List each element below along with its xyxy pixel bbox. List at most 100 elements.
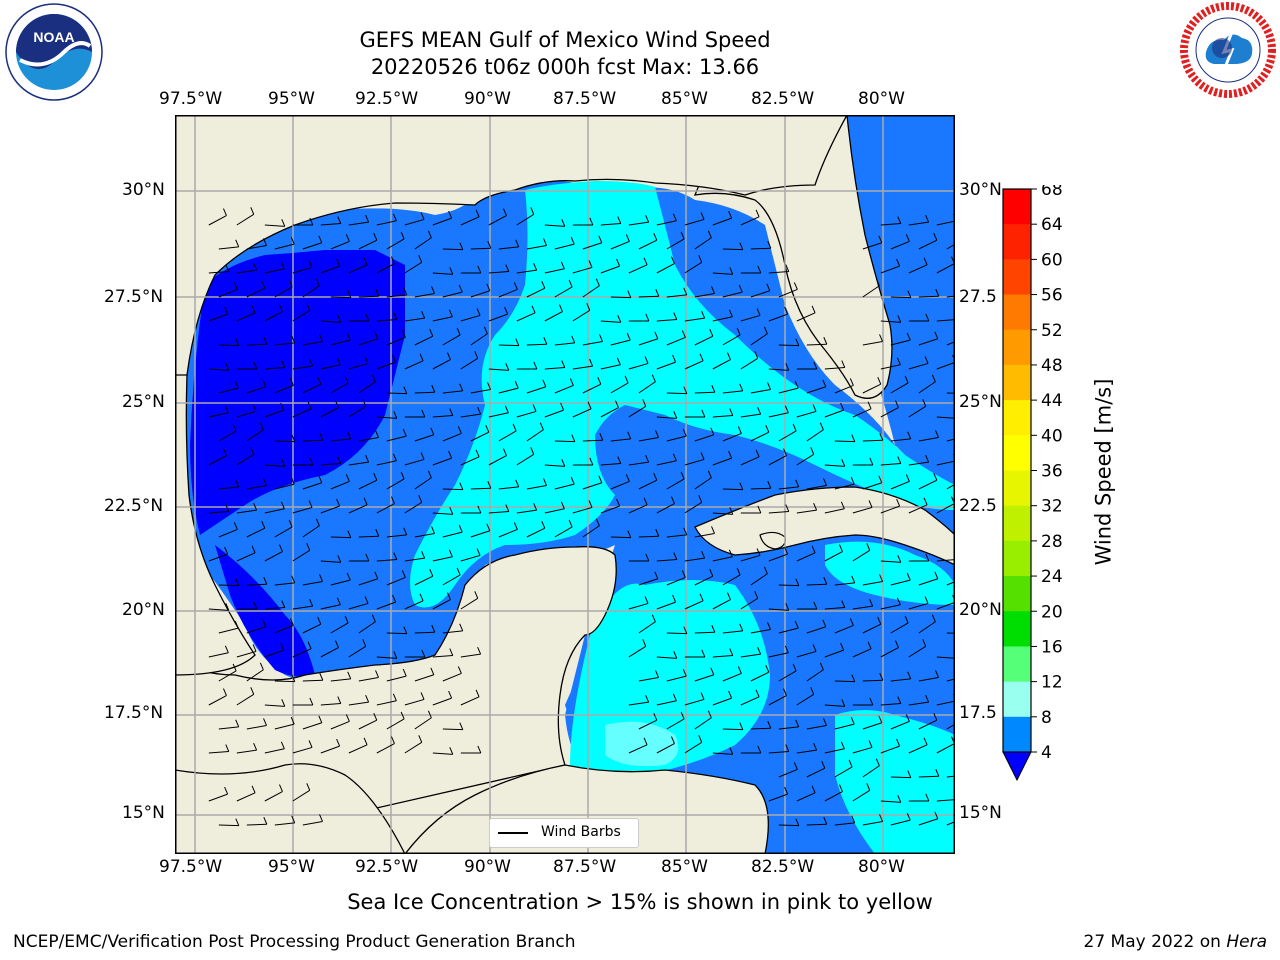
wind-barb (880, 703, 901, 706)
wind-barb (740, 413, 761, 418)
wind-barb (376, 601, 396, 610)
wind-barb-flag (250, 687, 255, 695)
wind-barb-flag (449, 747, 454, 755)
wind-barb-flag (935, 430, 939, 438)
wind-barb (908, 362, 929, 370)
wind-barb-flag (392, 213, 397, 221)
wind-barb (778, 288, 798, 298)
wind-barb-flag (429, 328, 434, 337)
wind-barb (208, 751, 229, 754)
wind-barb (236, 552, 256, 562)
wind-barb-flag (906, 812, 911, 821)
wind-barb-flag (672, 693, 677, 701)
wind-barb-flag (653, 472, 658, 481)
wind-barb-flag (866, 543, 871, 551)
wind-barb-flag (281, 459, 286, 467)
wind-barb-flag (784, 546, 789, 555)
wind-barb-flag (616, 357, 621, 365)
wind-barb (834, 483, 855, 490)
wind-barb (414, 674, 434, 682)
wind-barb (246, 823, 267, 826)
wind-barb-flag (290, 476, 295, 485)
wind-barb-flag (931, 614, 936, 622)
wind-barb-flag (291, 815, 296, 824)
wind-barb (432, 599, 451, 610)
wind-barb (274, 440, 295, 443)
wind-barb-flag (459, 242, 464, 250)
wind-barb (544, 367, 565, 370)
wind-barb-flag (645, 454, 650, 463)
wind-barb-flag (487, 481, 492, 489)
wind-barb (684, 317, 705, 322)
wind-barb (432, 655, 453, 658)
wind-barb (264, 311, 283, 322)
wind-barb-flag (477, 745, 482, 754)
wind-barb (722, 390, 743, 394)
wind-barb (638, 535, 659, 538)
wind-barb-flag (923, 497, 928, 506)
wind-barb-flag (896, 597, 901, 605)
wind-barb-flag (879, 574, 883, 582)
colorbar-segment (1003, 681, 1031, 718)
wind-barb-flag (279, 544, 283, 552)
wind-barb (348, 744, 368, 754)
wind-barb-flag (739, 482, 744, 490)
wind-barb (656, 263, 675, 274)
wind-barb-flag (449, 267, 454, 275)
wind-barb (918, 338, 938, 346)
wind-barb-flag (897, 555, 902, 563)
wind-barb (246, 386, 266, 394)
wind-barb-flag (840, 501, 845, 509)
wind-barb-flag (347, 290, 352, 298)
wind-barb (880, 407, 899, 418)
wind-barb-flag (543, 478, 547, 486)
nws-logo (1180, 2, 1276, 98)
wind-barb-flag (403, 626, 408, 634)
wind-barb (218, 670, 237, 682)
wind-barb (320, 703, 341, 706)
wind-barb-flag (681, 330, 686, 338)
wind-barb-flag (483, 326, 488, 334)
wind-barb-flag (281, 699, 286, 707)
wind-barb-flag (291, 335, 296, 344)
wind-barb-flag (344, 375, 349, 384)
wind-barb (862, 482, 882, 490)
wind-barb-flag (588, 500, 593, 508)
wind-barb (274, 680, 295, 683)
wind-barb (386, 238, 405, 250)
wind-barb (666, 675, 687, 682)
wind-barb (936, 700, 955, 706)
wind-barb-flag (253, 361, 258, 370)
wind-barb-flag (784, 786, 789, 795)
wind-barb-flag (515, 479, 520, 488)
wind-barb (684, 501, 703, 514)
wind-barb (432, 752, 453, 755)
wind-barb-flag (739, 242, 744, 250)
wind-barb-flag (363, 257, 368, 266)
wind-barb (740, 653, 761, 658)
wind-barb-flag (280, 261, 285, 269)
wind-barb (712, 556, 733, 562)
wind-barb-flag (709, 328, 714, 337)
wind-barb (414, 532, 435, 538)
lat-label-right-30n: 30°N (959, 180, 1002, 200)
wind-barb-flag (262, 379, 267, 387)
wind-barb-flag (373, 232, 378, 241)
wind-barb (208, 313, 228, 322)
wind-barb (694, 237, 712, 250)
wind-barb (694, 292, 715, 298)
wind-barb (796, 552, 816, 562)
wind-barb-flag (403, 386, 408, 394)
wind-barb (358, 676, 379, 682)
wind-barb-flag (401, 330, 406, 338)
wind-barb-flag (728, 210, 733, 219)
wind-barb-flag (822, 379, 827, 387)
wind-barb-flag (561, 459, 566, 467)
wind-barb-flag (707, 230, 712, 238)
wind-barb (666, 336, 686, 346)
wind-barb (292, 266, 313, 274)
wind-barb (348, 504, 368, 514)
wind-barb (442, 574, 461, 586)
wind-barb-flag (364, 596, 369, 604)
wind-barb-flag (374, 571, 379, 579)
